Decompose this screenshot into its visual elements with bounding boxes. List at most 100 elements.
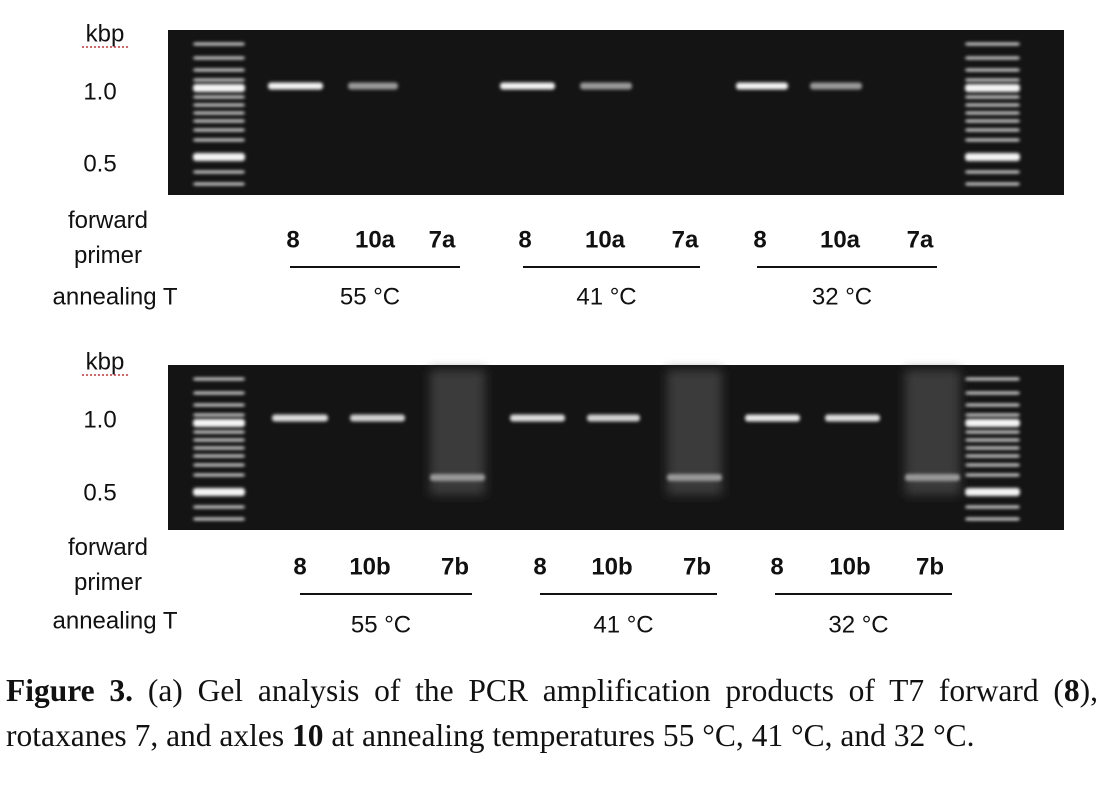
ladder-band	[193, 391, 245, 395]
ladder-band	[965, 138, 1020, 142]
ladder-band	[193, 438, 245, 442]
lane-label: 7a	[672, 226, 699, 253]
ladder-band	[193, 84, 245, 92]
ladder-band	[193, 454, 245, 458]
lane-label: 10b	[591, 553, 632, 580]
ladder-band	[193, 446, 245, 450]
band	[350, 414, 405, 422]
unit-label: kbp	[86, 20, 125, 47]
lane-label: 10a	[820, 226, 861, 253]
row-label: annealing T	[53, 607, 178, 634]
band	[825, 414, 880, 422]
lane-label: 7b	[916, 553, 944, 580]
temperature-label: 55 °C	[340, 283, 400, 310]
band	[667, 474, 722, 481]
marker-label: 0.5	[83, 479, 116, 506]
ladder-band	[965, 153, 1020, 161]
ladder-band	[965, 84, 1020, 92]
figure: kbp 1.0 0.5 forward primer annealing T 8 10a 7a 5…	[53, 20, 1064, 638]
ladder-band	[193, 119, 245, 123]
ladder-band	[193, 473, 245, 477]
ladder-band	[193, 377, 245, 381]
ladder-band	[193, 78, 245, 82]
lane-label: 10a	[585, 226, 626, 253]
caption-text: at annealing temperatures 55 °C, 41 °C, …	[323, 718, 975, 753]
lane-label: 7b	[441, 553, 469, 580]
ladder-band	[965, 438, 1020, 442]
ladder-band	[193, 413, 245, 417]
ladder-band	[965, 42, 1020, 46]
band	[430, 474, 485, 481]
ladder-band	[965, 377, 1020, 381]
ladder-band	[193, 182, 245, 186]
band	[736, 82, 788, 90]
ladder-band	[965, 68, 1020, 72]
ladder-band	[965, 56, 1020, 60]
ladder-band	[193, 111, 245, 115]
ladder-band	[965, 78, 1020, 82]
caption-text: (a) Gel analysis of the PCR amplificatio…	[133, 673, 1064, 708]
band	[587, 414, 640, 422]
caption-label: Figure 3.	[6, 673, 134, 708]
caption: Figure 3. (a) Gel analysis of the PCR am…	[6, 668, 1098, 758]
ladder-band	[965, 119, 1020, 123]
ladder-band	[965, 128, 1020, 132]
ladder-band	[193, 128, 245, 132]
ladder-band	[193, 56, 245, 60]
lane-label: 7a	[907, 226, 934, 253]
temperature-label: 41 °C	[593, 611, 653, 638]
ladder-band	[193, 103, 245, 107]
row-label: forward primer	[68, 534, 148, 596]
ladder-band	[965, 488, 1020, 496]
marker-label: 1.0	[83, 78, 116, 105]
row-label: forward primer	[68, 207, 148, 269]
lane-label: 8	[533, 553, 546, 580]
lane-label: 10b	[829, 553, 870, 580]
ladder-band	[965, 517, 1020, 521]
gel	[168, 30, 1064, 195]
marker-label: 1.0	[83, 406, 116, 433]
lane-label: 8	[286, 226, 299, 253]
ladder-band	[965, 419, 1020, 427]
lane-label: 10b	[349, 553, 390, 580]
band	[580, 82, 632, 90]
ladder-band	[193, 170, 245, 174]
ladder-band	[965, 413, 1020, 417]
lane-label: 7a	[429, 226, 456, 253]
unit-label: kbp	[86, 348, 125, 375]
ladder-band	[965, 170, 1020, 174]
temperature-label: 32 °C	[812, 283, 872, 310]
lane-label: 8	[770, 553, 783, 580]
caption-compound: 10	[292, 718, 324, 753]
ladder-band	[193, 153, 245, 161]
band	[510, 414, 565, 422]
ladder-band	[193, 403, 245, 407]
band	[268, 82, 323, 90]
ladder-band	[965, 103, 1020, 107]
temperature-label: 32 °C	[828, 611, 888, 638]
ladder-band	[965, 454, 1020, 458]
ladder-band	[965, 463, 1020, 467]
ladder-band	[965, 111, 1020, 115]
ladder-band	[193, 430, 245, 434]
ladder-band	[193, 488, 245, 496]
temperature-label: 55 °C	[351, 611, 411, 638]
ladder-band	[965, 473, 1020, 477]
lane-label: 10a	[355, 226, 396, 253]
ladder-band	[965, 430, 1020, 434]
ladder-band	[965, 95, 1020, 99]
ladder-band	[193, 138, 245, 142]
ladder-band	[193, 68, 245, 72]
band	[348, 82, 398, 90]
ladder-band	[193, 419, 245, 427]
ladder-band	[965, 505, 1020, 509]
caption-compound: 8	[1063, 673, 1080, 708]
caption-text: ), rotaxanes 7, and axles	[6, 673, 1098, 753]
band	[745, 414, 800, 422]
lane-label: 8	[293, 553, 306, 580]
marker-label: 0.5	[83, 150, 116, 177]
ladder-band	[965, 446, 1020, 450]
ladder-band	[193, 95, 245, 99]
band	[500, 82, 555, 90]
ladder-band	[193, 463, 245, 467]
